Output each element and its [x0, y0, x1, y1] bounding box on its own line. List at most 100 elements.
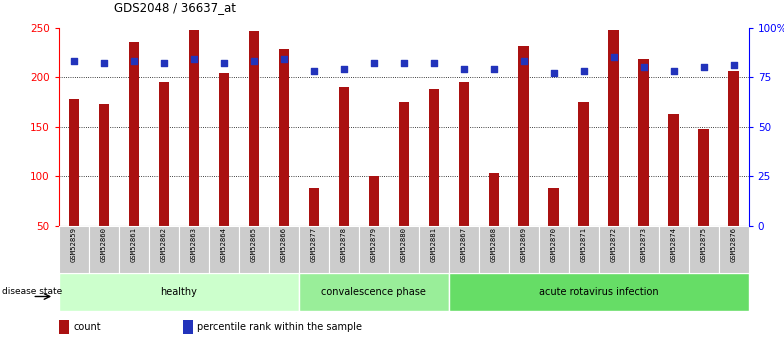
Text: GSM52881: GSM52881	[430, 227, 437, 262]
Bar	[119, 226, 149, 273]
Bar	[518, 47, 529, 226]
Bar	[359, 226, 389, 273]
Bar	[579, 102, 589, 226]
Bar	[68, 99, 79, 226]
Bar	[299, 226, 328, 273]
Bar	[183, 319, 194, 334]
Bar	[419, 226, 448, 273]
Bar	[429, 89, 439, 226]
Bar	[299, 273, 448, 310]
Text: GSM52880: GSM52880	[401, 227, 407, 262]
Text: GSM52860: GSM52860	[101, 227, 107, 262]
Bar	[638, 59, 649, 226]
Text: disease state: disease state	[2, 287, 63, 296]
Bar	[269, 226, 299, 273]
Text: GSM52873: GSM52873	[641, 227, 647, 262]
Bar	[719, 226, 749, 273]
Point	[608, 55, 620, 60]
Bar	[629, 226, 659, 273]
Point	[128, 59, 140, 64]
Bar	[339, 87, 349, 226]
Text: GSM52859: GSM52859	[71, 227, 77, 262]
Bar	[179, 226, 209, 273]
Point	[667, 68, 680, 74]
Text: GSM52865: GSM52865	[251, 227, 257, 262]
Bar	[389, 226, 419, 273]
Point	[368, 61, 380, 66]
Bar	[459, 82, 469, 226]
Point	[517, 59, 530, 64]
Text: GSM52867: GSM52867	[461, 227, 466, 262]
Bar	[219, 73, 229, 226]
Bar	[688, 226, 719, 273]
Text: GSM52868: GSM52868	[491, 227, 497, 262]
Point	[547, 70, 560, 76]
Bar	[99, 104, 109, 226]
Point	[397, 61, 410, 66]
Point	[187, 57, 200, 62]
Text: GSM52863: GSM52863	[191, 227, 197, 262]
Point	[248, 59, 260, 64]
Point	[307, 68, 320, 74]
Text: GSM52876: GSM52876	[731, 227, 737, 262]
Text: percentile rank within the sample: percentile rank within the sample	[198, 322, 362, 332]
Text: GSM52864: GSM52864	[221, 227, 227, 262]
Point	[458, 67, 470, 72]
Bar	[539, 226, 568, 273]
Bar	[448, 273, 749, 310]
Bar	[509, 226, 539, 273]
Bar	[659, 226, 688, 273]
Text: GSM52877: GSM52877	[310, 227, 317, 262]
Bar	[158, 82, 169, 226]
Bar	[209, 226, 239, 273]
Bar	[149, 226, 179, 273]
Bar	[239, 226, 269, 273]
Text: GSM52861: GSM52861	[131, 227, 136, 262]
Bar	[59, 319, 69, 334]
Bar	[728, 71, 739, 226]
Point	[217, 61, 230, 66]
Point	[67, 59, 80, 64]
Bar	[89, 226, 119, 273]
Point	[278, 57, 290, 62]
Bar	[368, 176, 379, 226]
Bar	[328, 226, 359, 273]
Text: GSM52879: GSM52879	[371, 227, 377, 262]
Bar	[278, 49, 289, 226]
Point	[337, 67, 350, 72]
Bar	[669, 114, 679, 226]
Text: acute rotavirus infection: acute rotavirus infection	[539, 287, 659, 296]
Bar	[129, 42, 139, 226]
Point	[97, 61, 110, 66]
Bar	[59, 226, 89, 273]
Point	[698, 65, 710, 70]
Text: healthy: healthy	[161, 287, 198, 296]
Text: GSM52862: GSM52862	[161, 227, 167, 262]
Bar	[448, 226, 479, 273]
Point	[637, 65, 650, 70]
Bar	[608, 30, 619, 226]
Text: GSM52874: GSM52874	[671, 227, 677, 262]
Text: GSM52866: GSM52866	[281, 227, 287, 262]
Text: GSM52871: GSM52871	[581, 227, 586, 262]
Text: GDS2048 / 36637_at: GDS2048 / 36637_at	[114, 1, 236, 14]
Bar	[188, 30, 199, 226]
Text: GSM52878: GSM52878	[341, 227, 347, 262]
Bar	[59, 273, 299, 310]
Bar	[249, 31, 259, 226]
Text: count: count	[73, 322, 101, 332]
Text: convalescence phase: convalescence phase	[321, 287, 426, 296]
Bar	[549, 188, 559, 226]
Bar	[398, 102, 409, 226]
Point	[158, 61, 170, 66]
Text: GSM52872: GSM52872	[611, 227, 617, 262]
Bar	[699, 129, 709, 226]
Point	[488, 67, 500, 72]
Point	[578, 68, 590, 74]
Bar	[599, 226, 629, 273]
Text: GSM52875: GSM52875	[701, 227, 706, 262]
Bar	[568, 226, 599, 273]
Bar	[309, 188, 319, 226]
Text: GSM52870: GSM52870	[550, 227, 557, 262]
Point	[427, 61, 440, 66]
